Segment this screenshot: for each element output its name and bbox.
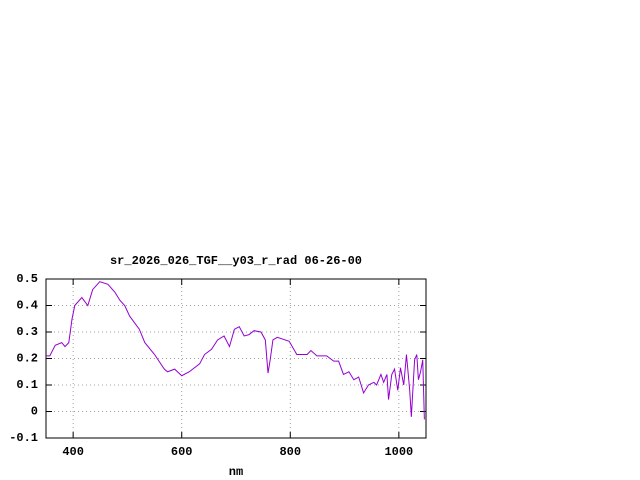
x-axis-label: nm [229,465,243,479]
x-tick-label: 1000 [384,445,413,459]
plot-border [45,278,427,439]
x-tick-label: 400 [62,445,84,459]
y-tick-label: -0.1 [9,431,38,445]
y-tick-label: 0.4 [16,299,38,313]
y-tick-label: 0.5 [16,272,38,286]
y-tick-label: 0 [31,405,38,419]
y-tick-label: 0.3 [16,325,38,339]
x-tick-label: 600 [171,445,193,459]
x-tick-label: 800 [279,445,301,459]
data-line [46,281,425,420]
y-tick-label: 0.1 [16,378,38,392]
chart-title: sr_2026_026_TGF__y03_r_rad 06-26-00 [110,254,362,268]
y-tick-label: 0.2 [16,352,38,366]
